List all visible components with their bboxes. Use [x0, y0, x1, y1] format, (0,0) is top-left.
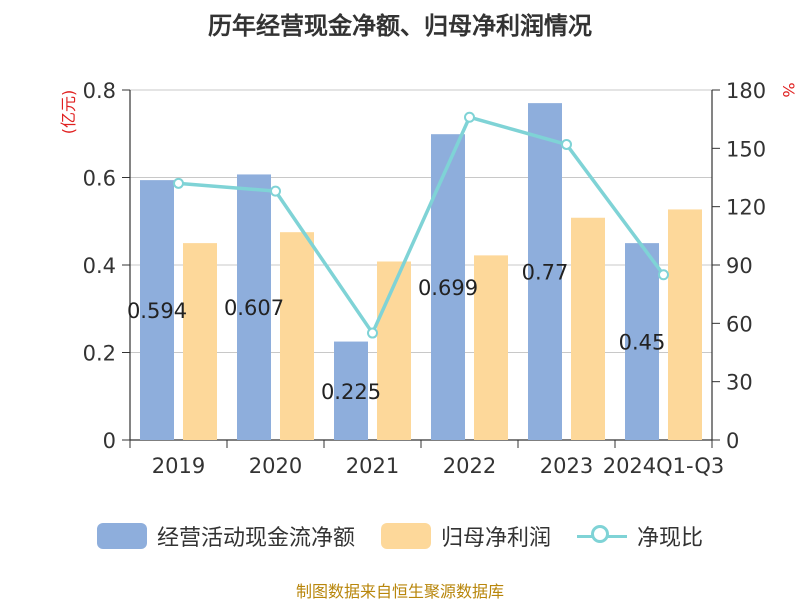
bar-profit: [377, 261, 411, 440]
x-tick-label: 2024Q1-Q3: [603, 454, 725, 478]
source-note: 制图数据来自恒生聚源数据库: [295, 582, 504, 601]
legend-label-cashflow: 经营活动现金流净额: [156, 526, 355, 551]
y-right-tick-label: 180: [726, 79, 766, 103]
y-left-axis-label: (亿元): [59, 90, 78, 135]
x-tick-label: 2019: [152, 454, 205, 478]
y-left-tick-label: 0.6: [83, 167, 116, 191]
x-tick-label: 2022: [443, 454, 496, 478]
data-label-cashflow: 0.607: [224, 296, 284, 320]
bar-profit: [474, 255, 508, 440]
bar-cashflow: [237, 174, 271, 440]
bar-cashflow: [334, 341, 368, 440]
legend-label-ratio: 净现比: [637, 526, 704, 551]
bar-cashflow: [625, 243, 659, 440]
bar-profit: [280, 232, 314, 440]
y-left-tick-label: 0: [103, 429, 116, 453]
legend: 经营活动现金流净额 归母净利润 净现比: [0, 516, 800, 556]
y-right-tick-label: 0: [726, 429, 739, 453]
bar-profit: [183, 243, 217, 440]
x-tick-label: 2020: [249, 454, 302, 478]
legend-item-ratio[interactable]: 净现比: [577, 520, 703, 552]
y-right-axis-label: %: [779, 82, 798, 97]
legend-item-cashflow[interactable]: 经营活动现金流净额: [96, 520, 355, 552]
data-label-cashflow: 0.77: [522, 261, 569, 285]
y-left-tick-label: 0.4: [83, 254, 116, 278]
bar-profit: [668, 209, 702, 440]
point-ratio: [561, 138, 572, 150]
legend-swatch-ratio: [577, 523, 627, 549]
line-ratio: [178, 115, 665, 335]
point-ratio: [658, 269, 669, 281]
legend-label-profit: 归母净利润: [440, 526, 551, 551]
bar-cashflow: [140, 180, 174, 440]
data-label-cashflow: 0.594: [127, 299, 187, 323]
point-ratio: [464, 111, 475, 123]
data-label-cashflow: 0.699: [418, 276, 478, 300]
point-ratio: [173, 177, 184, 189]
bar-cashflow: [528, 103, 562, 440]
data-label-cashflow: 0.225: [321, 380, 381, 404]
point-ratio: [270, 185, 281, 197]
data-label-cashflow: 0.45: [619, 331, 666, 355]
point-ratio: [367, 327, 378, 339]
y-right-tick-label: 150: [726, 137, 766, 161]
bar-profit: [571, 217, 605, 440]
legend-swatch-cashflow: [96, 523, 147, 549]
y-right-tick-label: 60: [726, 312, 753, 336]
y-right-tick-label: 30: [726, 371, 753, 395]
y-right-tick-label: 120: [726, 196, 766, 220]
y-left-tick-label: 0.2: [83, 342, 116, 366]
x-tick-label: 2021: [346, 454, 399, 478]
y-right-tick-label: 90: [726, 254, 753, 278]
legend-item-profit[interactable]: 归母净利润: [380, 520, 551, 552]
bar-cashflow: [431, 134, 465, 440]
x-tick-label: 2023: [540, 454, 593, 478]
y-left-tick-label: 0.8: [83, 79, 116, 103]
chart-title: 历年经营现金净额、归母净利润情况: [208, 12, 592, 40]
legend-swatch-profit: [380, 523, 431, 549]
